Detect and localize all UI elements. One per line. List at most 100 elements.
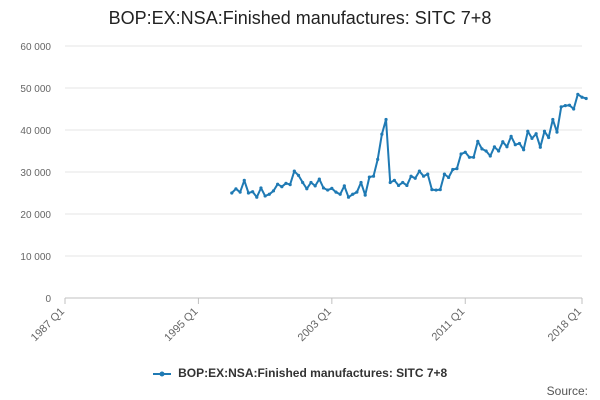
data-point[interactable] <box>355 190 359 194</box>
data-point[interactable] <box>551 117 555 122</box>
data-point[interactable] <box>251 190 255 194</box>
data-point[interactable] <box>501 140 505 144</box>
data-point[interactable] <box>480 147 484 151</box>
data-point[interactable] <box>417 169 421 173</box>
data-point[interactable] <box>438 188 442 192</box>
data-point[interactable] <box>263 194 267 198</box>
data-point[interactable] <box>542 129 547 133</box>
data-point[interactable] <box>238 190 242 194</box>
data-point[interactable] <box>580 95 584 99</box>
data-point[interactable] <box>342 184 346 188</box>
data-point[interactable] <box>484 149 488 153</box>
data-point[interactable] <box>413 176 417 180</box>
data-point[interactable] <box>309 180 313 185</box>
data-point[interactable] <box>259 186 263 190</box>
data-point[interactable] <box>234 187 238 191</box>
data-point[interactable] <box>255 195 259 199</box>
data-point[interactable] <box>405 183 409 188</box>
data-point[interactable] <box>363 193 367 197</box>
data-point[interactable] <box>409 174 413 178</box>
data-point[interactable] <box>517 141 522 146</box>
data-point[interactable] <box>555 130 559 134</box>
data-point[interactable] <box>471 155 476 159</box>
data-point[interactable] <box>230 191 234 195</box>
data-point[interactable] <box>351 192 355 196</box>
data-point[interactable] <box>488 154 492 158</box>
data-point[interactable] <box>367 175 371 179</box>
data-point[interactable] <box>426 172 430 176</box>
data-point[interactable] <box>505 145 509 149</box>
x-tick-label: 2003 Q1 <box>296 306 334 344</box>
data-point[interactable] <box>301 180 305 185</box>
data-point[interactable] <box>338 192 342 196</box>
data-point[interactable] <box>476 139 480 143</box>
data-point[interactable] <box>384 117 388 122</box>
data-point[interactable] <box>451 167 455 172</box>
series-layer <box>230 92 588 199</box>
data-point[interactable] <box>492 145 497 149</box>
data-point[interactable] <box>305 187 309 191</box>
x-tick-label: 1987 Q1 <box>29 306 67 344</box>
data-point[interactable] <box>576 92 580 96</box>
data-point[interactable] <box>376 157 380 161</box>
data-point[interactable] <box>276 182 280 186</box>
data-point[interactable] <box>346 195 351 199</box>
data-point[interactable] <box>538 145 542 149</box>
y-axis: 0 10 000 20 000 30 000 40 000 50 000 60 000 <box>20 42 51 305</box>
data-point[interactable] <box>288 183 292 187</box>
data-point[interactable] <box>467 155 472 159</box>
data-point[interactable] <box>271 189 276 193</box>
data-point[interactable] <box>421 174 426 178</box>
x-axis: 1987 Q1 1995 Q1 2003 Q1 2011 Q1 2018 Q1 <box>29 298 584 344</box>
data-point[interactable] <box>380 132 384 136</box>
data-point[interactable] <box>559 105 563 109</box>
data-point[interactable] <box>459 152 463 156</box>
data-point[interactable] <box>563 104 567 108</box>
y-tick-label: 0 <box>45 294 51 305</box>
data-point[interactable] <box>463 150 467 154</box>
y-tick-label: 40 000 <box>20 126 51 137</box>
data-point[interactable] <box>509 134 513 138</box>
data-point[interactable] <box>392 178 396 182</box>
data-point[interactable] <box>317 177 321 181</box>
data-point[interactable] <box>359 180 363 185</box>
data-point[interactable] <box>513 143 517 147</box>
data-point[interactable] <box>567 103 572 107</box>
data-point[interactable] <box>330 186 334 190</box>
data-point[interactable] <box>547 135 551 140</box>
data-point[interactable] <box>455 167 459 171</box>
data-point[interactable] <box>430 188 434 192</box>
data-point[interactable] <box>334 190 338 194</box>
legend[interactable]: BOP:EX:NSA:Finished manufactures: SITC 7… <box>0 366 600 380</box>
chart-title: BOP:EX:NSA:Finished manufactures: SITC 7… <box>108 8 492 28</box>
data-point[interactable] <box>526 129 530 133</box>
data-point[interactable] <box>522 148 526 152</box>
data-point[interactable] <box>388 180 392 185</box>
data-point[interactable] <box>246 191 251 195</box>
data-point[interactable] <box>267 192 271 196</box>
data-point[interactable] <box>321 186 326 190</box>
data-point[interactable] <box>534 132 538 136</box>
data-point[interactable] <box>292 169 296 173</box>
data-point[interactable] <box>371 174 376 178</box>
data-point[interactable] <box>572 107 576 111</box>
data-point[interactable] <box>296 173 301 177</box>
data-point[interactable] <box>280 185 284 189</box>
data-point[interactable] <box>442 172 447 176</box>
data-point[interactable] <box>401 180 405 185</box>
y-tick-label: 50 000 <box>20 84 51 95</box>
data-point[interactable] <box>313 184 317 188</box>
data-point[interactable] <box>242 178 246 182</box>
data-point[interactable] <box>326 188 330 192</box>
data-point[interactable] <box>446 175 451 180</box>
data-point[interactable] <box>396 183 401 188</box>
data-point[interactable] <box>584 96 588 101</box>
series-line <box>231 93 587 199</box>
data-point[interactable] <box>434 188 438 192</box>
y-tick-label: 30 000 <box>20 168 51 179</box>
data-point[interactable] <box>530 136 534 140</box>
y-tick-label: 10 000 <box>20 252 51 263</box>
data-point[interactable] <box>497 149 501 153</box>
x-tick-label: 2018 Q1 <box>546 306 584 344</box>
data-point[interactable] <box>284 181 288 185</box>
